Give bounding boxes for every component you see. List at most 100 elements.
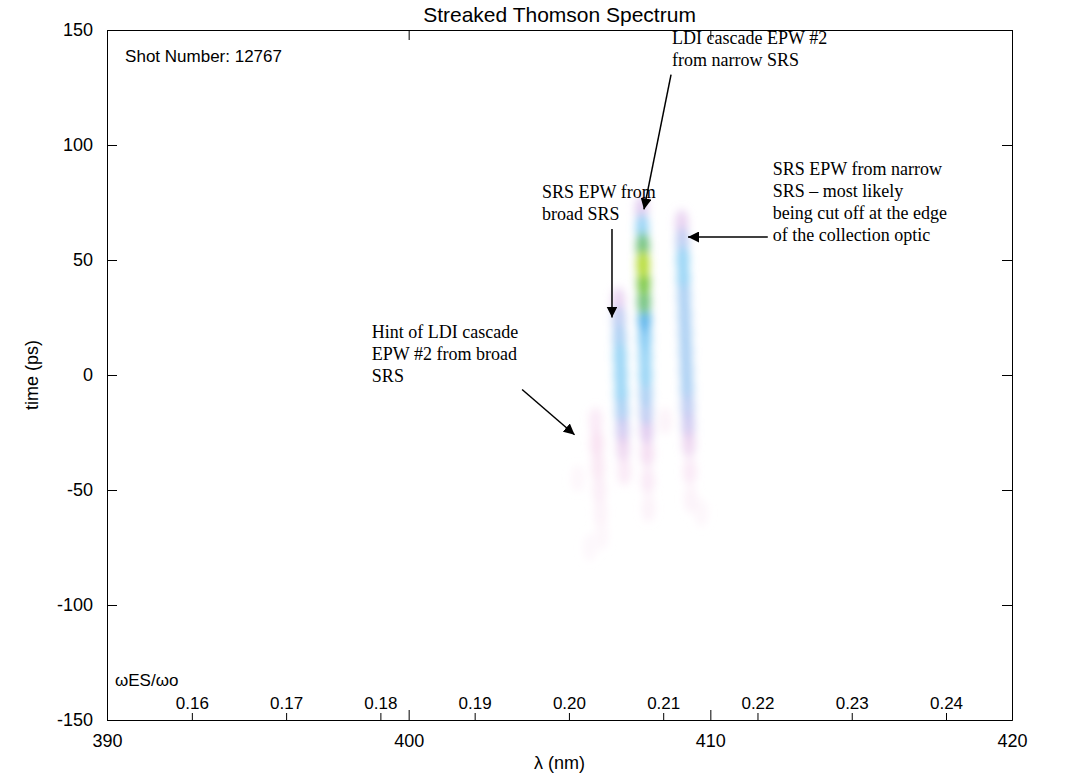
tick <box>1002 145 1012 146</box>
tick-label: 400 <box>394 731 424 751</box>
cell <box>682 430 695 458</box>
tick-label: 0.23 <box>836 694 869 713</box>
tick-mark <box>757 713 758 720</box>
y-axis-title: time (ps) <box>22 340 42 410</box>
annotation: SRS EPW from narrowSRS – most likelybein… <box>773 159 947 245</box>
cell <box>595 522 608 550</box>
cell <box>683 458 696 486</box>
tick-mark <box>107 490 117 491</box>
tick: 0.20 <box>553 694 586 720</box>
tick-mark <box>409 710 410 720</box>
tick-label: 420 <box>997 731 1027 751</box>
annotation-line: Shot Number: 12767 <box>125 47 282 66</box>
x-axis-title: λ (nm) <box>534 753 585 773</box>
x2-axis-title: ωES/ωo <box>115 671 178 690</box>
cell <box>642 495 655 523</box>
tick-mark <box>192 713 193 720</box>
tick <box>1002 375 1012 376</box>
annotation-line: Hint of LDI cascade <box>372 322 518 342</box>
cell <box>618 458 631 486</box>
tick-mark <box>852 713 853 720</box>
tick-mark <box>569 713 570 720</box>
tick: 0 <box>83 365 117 385</box>
tick-label: 0.17 <box>270 694 303 713</box>
tick: 400 <box>394 710 424 751</box>
tick-label: 390 <box>92 731 122 751</box>
tick-label: 0.19 <box>459 694 492 713</box>
annotation-line: of the collection optic <box>773 225 930 245</box>
annotation-arrow <box>688 236 768 238</box>
tick: 150 <box>63 20 117 40</box>
annotation-line: SRS – most likely <box>773 181 904 201</box>
tick <box>1002 605 1012 606</box>
annotation-line: EPW #2 from broad <box>372 344 517 364</box>
axis-line <box>1012 31 1013 721</box>
annotation: LDI cascade EPW #2from narrow SRS <box>672 28 827 70</box>
tick-mark <box>107 375 117 376</box>
tick-label: 410 <box>696 731 726 751</box>
x-axis-top <box>108 30 1013 40</box>
annotation-line: broad SRS <box>542 204 620 224</box>
annotations: Shot Number: 12767 LDI cascade EPW #2from… <box>125 28 947 435</box>
tick-label: 0.24 <box>930 694 963 713</box>
cell <box>571 465 584 493</box>
tick: -100 <box>57 595 117 615</box>
tick <box>1002 260 1012 261</box>
annotation-arrow <box>611 229 613 318</box>
cell <box>636 251 649 279</box>
tick: 0.21 <box>647 694 680 720</box>
tick-mark <box>1002 260 1012 261</box>
tick: 0.24 <box>930 694 963 720</box>
annotation-line: SRS EPW from <box>542 182 656 202</box>
tick-mark <box>663 713 664 720</box>
tick-mark <box>1002 375 1012 376</box>
tick-label: 0.20 <box>553 694 586 713</box>
annotation: SRS EPW frombroad SRS <box>542 182 656 224</box>
tick-mark <box>946 713 947 720</box>
tick-mark <box>107 30 117 31</box>
tick-label: 100 <box>63 135 93 155</box>
axis-line <box>108 720 1013 721</box>
chart: 390400410420-150-100-500501001500.160.17… <box>0 0 1067 778</box>
tick-label: 150 <box>63 20 93 40</box>
tick <box>1002 30 1012 31</box>
tick-mark <box>107 605 117 606</box>
tick: 0.18 <box>364 694 397 720</box>
tick-mark <box>380 713 381 720</box>
y-axis: -150-100-50050100150 <box>57 20 117 730</box>
cell <box>583 534 596 562</box>
tick-mark <box>286 713 287 720</box>
tick-label: 0.21 <box>647 694 680 713</box>
annotation: Shot Number: 12767 <box>125 47 282 66</box>
annotation-line: SRS EPW from narrow <box>773 159 942 179</box>
annotation-line: being cut off at the edge <box>773 203 947 223</box>
tick-mark <box>475 713 476 720</box>
cells <box>571 196 708 562</box>
tick-label: -150 <box>57 710 93 730</box>
tick-mark <box>1002 145 1012 146</box>
axis-line <box>108 720 1013 721</box>
tick <box>1002 490 1012 491</box>
tick: 0.17 <box>270 694 303 720</box>
title: Streaked Thomson Spectrum <box>423 3 696 26</box>
tick-mark <box>1002 605 1012 606</box>
tick-mark <box>409 30 410 40</box>
cell <box>658 407 671 435</box>
tick-mark <box>107 145 117 146</box>
annotation-arrow <box>522 389 574 434</box>
tick: 50 <box>73 250 117 270</box>
y-axis-right <box>1002 31 1013 721</box>
annotation-line: LDI cascade EPW #2 <box>672 28 827 48</box>
tick-mark <box>1002 30 1012 31</box>
tick-label: -100 <box>57 595 93 615</box>
x-axis: 390 400 410 420 <box>92 710 1027 751</box>
tick-label: 0.18 <box>364 694 397 713</box>
tick: 100 <box>63 135 117 155</box>
tick: 0.19 <box>459 694 492 720</box>
tick-mark <box>1002 490 1012 491</box>
x2-axis: 0.160.170.180.190.200.210.220.230.24 <box>108 694 1013 721</box>
annotation-line: from narrow SRS <box>672 50 799 70</box>
tick-mark <box>710 710 711 720</box>
tick-label: 0.16 <box>176 694 209 713</box>
tick: 0.23 <box>836 694 869 720</box>
